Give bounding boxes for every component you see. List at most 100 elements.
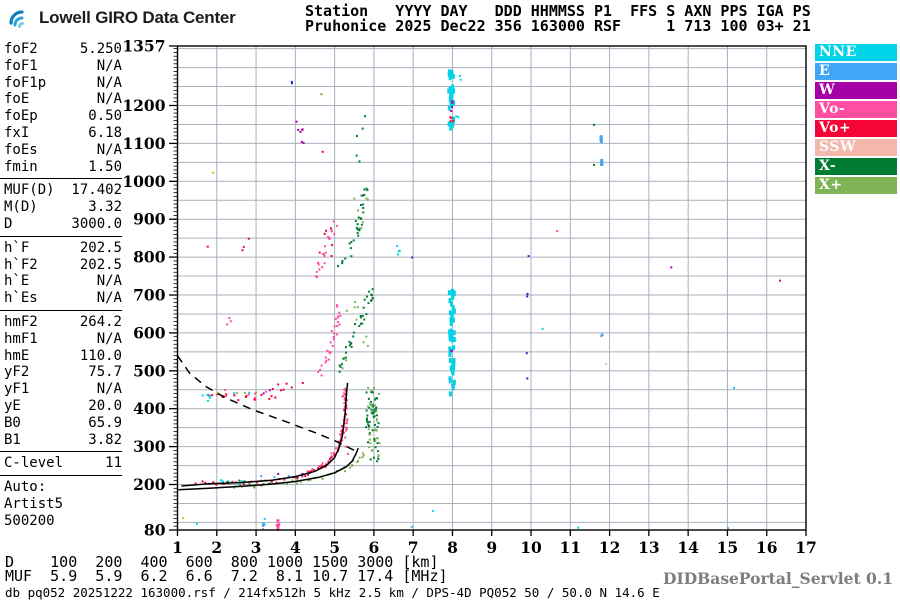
echo-cluster-nne	[201, 394, 211, 402]
svg-text:11: 11	[560, 538, 582, 557]
legend-item-e: E	[815, 63, 897, 80]
echo-cluster-b	[290, 80, 293, 85]
echo-cluster-x-	[593, 123, 595, 126]
svg-text:1357: 1357	[122, 37, 165, 56]
station-header: Station YYYY DAY DDD HHMMSS P1 FFS S AXN…	[305, 4, 811, 34]
param-row: hmF2 264.2	[4, 314, 122, 331]
echo-cluster-vo+	[449, 116, 455, 123]
param-label: hmF2	[4, 313, 38, 330]
param-value: N/A	[96, 381, 122, 398]
param-value: 264.2	[79, 313, 122, 330]
param-row: foF1 N/A	[4, 58, 122, 75]
param-label: fxI	[4, 124, 30, 141]
echo-cluster-b	[411, 256, 414, 259]
echo-cluster-vo+	[318, 227, 334, 257]
param-row: foF1p N/A	[4, 75, 122, 92]
app-logo: Lowell GIRO Data Center	[8, 5, 236, 30]
muf-table-muf-row: MUF 5.9 5.9 6.2 6.6 7.2 8.1 10.7 17.4 [M…	[5, 566, 448, 585]
echo-cluster-x+	[353, 197, 369, 230]
echo-cluster-e	[600, 158, 604, 166]
param-row: yF1 N/A	[4, 381, 122, 398]
svg-text:13: 13	[638, 538, 660, 557]
watermark: DIDBasePortal_Servlet 0.1	[663, 569, 893, 588]
param-label: fmin	[4, 158, 38, 175]
legend-item-x: X-	[815, 158, 897, 175]
param-label: M(D)	[4, 199, 38, 216]
svg-text:16: 16	[756, 538, 778, 557]
echo-cluster-vo+	[321, 150, 324, 153]
param-value: N/A	[96, 330, 122, 347]
param-value: 20.0	[88, 397, 122, 414]
param-row: yE 20.0	[4, 398, 122, 415]
param-value: 1.50	[88, 158, 122, 175]
param-label: h`F	[4, 239, 30, 256]
param-row: yF2 75.7	[4, 364, 122, 381]
echo-cluster-x-	[348, 187, 369, 250]
echo-cluster-vo-	[306, 439, 342, 474]
echo-cluster-vo+	[194, 389, 348, 486]
echo-cluster-w	[295, 120, 305, 144]
status-bar: db pq052 20251222 163000.rsf / 214fx512h…	[5, 585, 660, 600]
param-row: MUF(D) 17.402	[4, 182, 122, 199]
plot-frame	[176, 45, 807, 531]
station-header-line1: Station YYYY DAY DDD HHMMSS P1 FFS S AXN…	[305, 2, 811, 20]
echo-cluster-nne	[458, 75, 462, 81]
svg-text:12: 12	[599, 538, 621, 557]
legend-item-x: X+	[815, 177, 897, 194]
param-row: foF2 5.250	[4, 41, 122, 58]
param-value: 202.5	[79, 256, 122, 273]
auto-scaler-line: Artist5	[4, 496, 64, 513]
svg-text:7: 7	[408, 538, 419, 557]
svg-text:1200: 1200	[122, 96, 165, 115]
echo-cluster-x-	[593, 164, 595, 166]
param-label: B0	[4, 414, 21, 431]
auto-scaler-line: 500200	[4, 513, 55, 530]
svg-text:15: 15	[717, 538, 739, 557]
param-row: M(D) 3.32	[4, 199, 122, 216]
echo-cluster-vo-	[317, 304, 342, 377]
svg-text:6: 6	[369, 538, 380, 557]
param-row: B1 3.82	[4, 432, 122, 449]
param-label: B1	[4, 431, 21, 448]
echo-cluster-w	[277, 472, 310, 479]
echo-cluster-vo-	[224, 388, 267, 399]
o-trace-fit-curve	[181, 382, 349, 487]
echo-scatter-layer	[182, 69, 781, 531]
echo-cluster-e	[599, 135, 603, 143]
echo-cluster-vo+	[271, 382, 304, 392]
echo-cluster-x-	[365, 391, 380, 463]
echo-cluster-x-	[338, 288, 374, 373]
param-row: h`F 202.5	[4, 240, 122, 257]
echo-cluster-b	[526, 292, 529, 298]
echo-cluster-x-	[337, 255, 353, 268]
echo-cluster-vo+	[206, 237, 250, 252]
param-label: foF2	[4, 41, 38, 57]
echo-cluster-x+	[320, 93, 323, 96]
param-value: 6.18	[88, 124, 122, 141]
svg-text:1: 1	[172, 538, 183, 557]
echo-cluster-nne	[541, 327, 544, 330]
svg-text:1100: 1100	[122, 134, 165, 153]
param-value: 5.250	[79, 41, 122, 57]
legend-item-nne: NNE	[815, 44, 897, 61]
echo-cluster-nne	[733, 386, 736, 389]
echo-cluster-w	[262, 389, 271, 395]
param-value: 17.402	[71, 182, 122, 199]
param-label: foF1p	[4, 74, 47, 91]
param-panel: foF2 5.250 foF1 N/A foF1p N/A foE N/A foEp 0.50 fx…	[0, 41, 122, 530]
param-value: N/A	[96, 290, 122, 307]
giro-wave-icon	[9, 10, 24, 28]
param-label: yF1	[4, 381, 30, 398]
param-divider	[0, 475, 122, 477]
echo-cluster-w	[450, 100, 454, 112]
param-row: foEp 0.50	[4, 108, 122, 125]
legend-item-vo: Vo+	[815, 120, 897, 137]
logo-text: Lowell GIRO Data Center	[39, 7, 236, 27]
param-value: 3000.0	[71, 215, 122, 232]
param-value: N/A	[96, 74, 122, 91]
param-label: hmE	[4, 347, 30, 364]
echo-cluster-nne	[396, 245, 401, 256]
x-trace-fit-curve	[178, 447, 359, 491]
axis-ticks	[169, 45, 807, 536]
svg-text:200: 200	[133, 475, 166, 494]
